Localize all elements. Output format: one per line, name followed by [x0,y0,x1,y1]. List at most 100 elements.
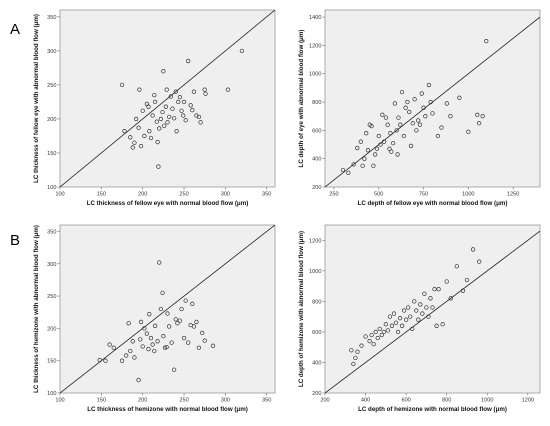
data-point [133,116,139,122]
data-point [150,113,155,118]
data-point [408,143,414,149]
data-point [138,144,144,149]
panel-label-a: A [10,21,20,38]
y-tick-label: 350 [47,15,56,21]
x-tick-label: 1000 [462,192,474,198]
data-point [423,114,428,119]
data-point [186,58,191,64]
data-point [157,126,162,131]
x-tick-label: 300 [221,192,230,198]
data-point [362,156,367,161]
data-point [432,286,437,292]
data-point [412,299,417,304]
data-point [181,99,187,105]
data-point [186,340,191,345]
x-tick-label: 350 [262,192,271,198]
x-tick-label: 200 [138,192,147,198]
data-point [470,247,476,252]
data-point [457,95,462,100]
data-point [363,334,368,339]
data-point [126,321,131,326]
data-point [132,140,137,145]
data-point [381,329,386,335]
data-point [358,139,363,144]
data-point [376,133,381,139]
data-point [119,358,125,363]
data-point [395,152,400,157]
data-point [174,129,179,134]
data-point [477,259,482,264]
data-point [349,348,354,353]
x-axis-title: LC thickness of fellow eye with normal b… [87,200,249,207]
data-point [430,111,435,116]
x-tick-label: 200 [138,398,147,404]
y-tick-label: 1000 [309,72,321,78]
data-point [373,329,378,335]
data-point [403,105,408,110]
data-point [157,260,162,265]
data-point [146,346,151,352]
y-tick-label: 1200 [309,43,321,49]
data-point [426,314,431,319]
data-point [419,91,424,96]
data-point [136,125,141,130]
x-tick-label: 100 [55,192,64,198]
x-axis-title: LC depth of hemizone with normal blood f… [358,406,507,413]
data-point [353,355,358,361]
data-point [364,131,369,136]
data-point [367,338,372,344]
data-point [156,164,161,169]
data-point [162,123,167,128]
y-tick-label: 200 [47,117,56,123]
data-point [171,116,177,121]
plot-area-depth-fellow-eye [324,9,541,188]
data-point [168,94,173,99]
data-point [158,306,164,312]
data-point [177,318,183,323]
data-point [378,142,383,147]
data-point [171,367,177,372]
x-axis-title: LC depth of fellow eye with normal blood… [358,200,508,207]
data-point [422,291,427,296]
x-tick-label: 1250 [507,192,519,198]
data-point [397,316,403,321]
data-point [177,94,183,100]
scatter-plot-thickness-fellow-eye: 100 150 200 250 300 350 100 150 200 250 300 350 LC t… [33,9,276,207]
data-point [340,167,346,173]
data-point [464,277,470,283]
data-point [142,326,147,331]
data-point [399,89,405,95]
data-point [444,279,449,284]
data-point [160,109,165,115]
y-tick-label: 200 [312,391,321,397]
data-point [475,112,480,117]
data-point [163,104,168,109]
data-point [128,135,133,140]
data-point [128,348,133,354]
scatter-plot-depth-hemizone: 200 400 600 800 1000 1200 200 400 600 800 1000 1200… [298,224,541,413]
data-point [395,329,401,335]
data-point [360,163,365,168]
data-point [165,120,170,125]
y-tick-label: 800 [312,100,321,106]
data-point [119,82,125,88]
data-point [391,311,397,316]
data-point [170,106,175,111]
data-point [154,119,159,124]
data-point [387,314,393,319]
data-point [167,324,172,329]
y-tick-label: 200 [312,185,321,191]
data-point [165,311,170,316]
data-point [137,87,142,92]
data-point [140,108,145,113]
y-tick-label: 300 [47,49,56,55]
data-point [97,357,102,363]
data-point [132,355,137,360]
data-point [410,121,415,126]
data-point [417,122,423,127]
data-point [122,129,127,134]
data-point [144,331,149,336]
data-point [179,306,184,312]
data-point [130,339,135,344]
